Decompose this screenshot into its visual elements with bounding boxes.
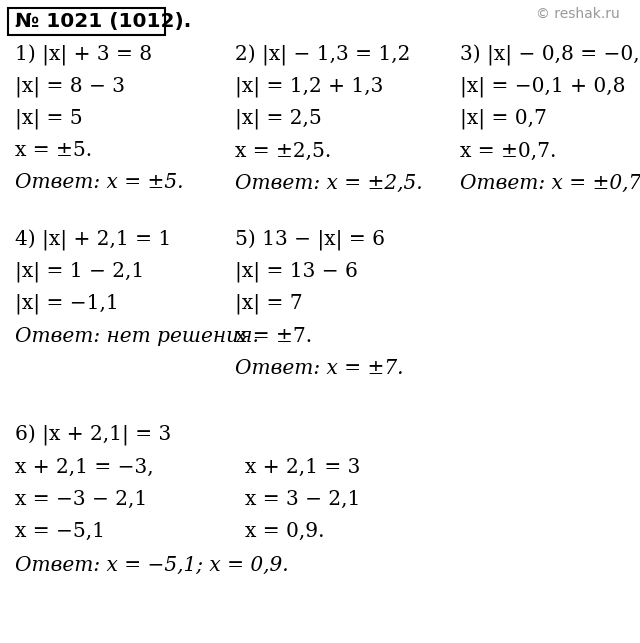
Text: Ответ: нет решения.: Ответ: нет решения.	[15, 327, 259, 345]
Text: x + 2,1 = 3: x + 2,1 = 3	[245, 458, 360, 476]
Text: x = ±5.: x = ±5.	[15, 141, 92, 161]
Text: x = 3 − 2,1: x = 3 − 2,1	[245, 489, 360, 509]
Text: |x| = 1 − 2,1: |x| = 1 − 2,1	[15, 262, 144, 282]
Text: |x| = −1,1: |x| = −1,1	[15, 294, 119, 314]
Text: x = −5,1: x = −5,1	[15, 521, 105, 541]
Text: Ответ: x = ±2,5.: Ответ: x = ±2,5.	[235, 174, 422, 192]
Text: x = ±0,7.: x = ±0,7.	[460, 141, 556, 161]
Text: Ответ: x = ±7.: Ответ: x = ±7.	[235, 359, 403, 377]
Text: x = ±2,5.: x = ±2,5.	[235, 141, 332, 161]
Text: |x| = 5: |x| = 5	[15, 109, 83, 129]
Text: 5) 13 − |x| = 6: 5) 13 − |x| = 6	[235, 230, 385, 251]
Text: |x| = 8 − 3: |x| = 8 − 3	[15, 77, 125, 97]
Text: |x| = 13 − 6: |x| = 13 − 6	[235, 262, 358, 282]
Text: © reshak.ru: © reshak.ru	[536, 7, 620, 21]
Text: |x| = 2,5: |x| = 2,5	[235, 109, 322, 129]
Text: |x| = −0,1 + 0,8: |x| = −0,1 + 0,8	[460, 77, 625, 97]
Text: |x| = 0,7: |x| = 0,7	[460, 109, 547, 129]
Text: Ответ: x = −5,1; x = 0,9.: Ответ: x = −5,1; x = 0,9.	[15, 556, 289, 574]
Text: Ответ: x = ±0,7.: Ответ: x = ±0,7.	[460, 174, 640, 192]
Text: x = ±7.: x = ±7.	[235, 327, 312, 345]
Text: |x| = 1,2 + 1,3: |x| = 1,2 + 1,3	[235, 77, 383, 97]
Text: x + 2,1 = −3,: x + 2,1 = −3,	[15, 458, 154, 476]
Text: 4) |x| + 2,1 = 1: 4) |x| + 2,1 = 1	[15, 230, 172, 251]
Text: 1) |x| + 3 = 8: 1) |x| + 3 = 8	[15, 44, 152, 66]
Text: 3) |x| − 0,8 = −0,1: 3) |x| − 0,8 = −0,1	[460, 44, 640, 66]
Bar	[8, 8, 165, 35]
Text: Ответ: x = ±5.: Ответ: x = ±5.	[15, 174, 184, 192]
Text: 6) |x + 2,1| = 3: 6) |x + 2,1| = 3	[15, 424, 172, 446]
Text: № 1021 (1012).: № 1021 (1012).	[15, 12, 191, 30]
Text: x = −3 − 2,1: x = −3 − 2,1	[15, 489, 147, 509]
Text: 2) |x| − 1,3 = 1,2: 2) |x| − 1,3 = 1,2	[235, 44, 410, 66]
Text: |x| = 7: |x| = 7	[235, 294, 303, 314]
Text: x = 0,9.: x = 0,9.	[245, 521, 324, 541]
